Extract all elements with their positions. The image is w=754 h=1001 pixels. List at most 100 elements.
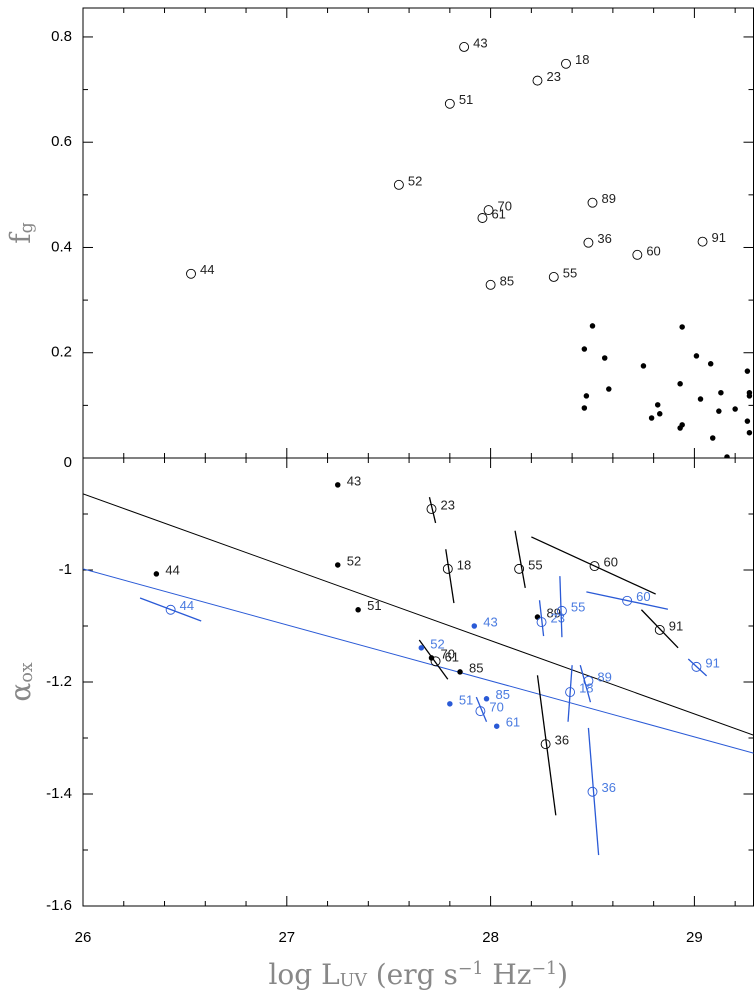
axis-title-part: ) bbox=[557, 958, 568, 991]
point bbox=[477, 213, 488, 223]
point-label: 52 bbox=[408, 173, 422, 188]
axis-title-part: α bbox=[4, 683, 37, 702]
point bbox=[589, 323, 596, 329]
point bbox=[587, 786, 598, 797]
error-bar bbox=[139, 597, 202, 622]
error-bar bbox=[445, 549, 455, 604]
point-label: 89 bbox=[601, 191, 615, 206]
point bbox=[601, 355, 608, 361]
point bbox=[746, 429, 753, 436]
point bbox=[697, 396, 704, 402]
point-label: 55 bbox=[563, 265, 577, 280]
point-label: 43 bbox=[483, 614, 497, 629]
point-label: 52 bbox=[430, 636, 444, 651]
point bbox=[732, 406, 738, 412]
point bbox=[589, 561, 600, 572]
axis-title-part: −1 bbox=[532, 959, 558, 979]
point-label: 85 bbox=[496, 687, 510, 702]
point bbox=[583, 237, 594, 248]
y-tick-label: -1 bbox=[59, 561, 72, 578]
point bbox=[483, 696, 490, 702]
point-label: 55 bbox=[571, 599, 585, 614]
point bbox=[744, 418, 751, 424]
point-label: 85 bbox=[469, 660, 483, 675]
axis-title-part: Hz bbox=[483, 958, 531, 991]
point bbox=[583, 393, 590, 399]
point-label: 43 bbox=[473, 35, 487, 50]
point bbox=[587, 197, 598, 208]
point bbox=[536, 617, 547, 628]
point-label: 52 bbox=[347, 553, 361, 568]
point bbox=[457, 669, 463, 675]
point bbox=[459, 41, 470, 52]
point-label: 44 bbox=[165, 562, 179, 577]
point bbox=[444, 98, 455, 109]
point bbox=[581, 346, 588, 352]
point bbox=[648, 415, 655, 421]
axis-title-part: log L bbox=[268, 958, 339, 991]
point-label: 55 bbox=[528, 557, 542, 572]
axis-title-part: (erg s bbox=[367, 958, 458, 991]
error-bar bbox=[475, 696, 488, 723]
point bbox=[640, 363, 647, 369]
point bbox=[393, 179, 404, 190]
point bbox=[622, 595, 633, 606]
point-label: 23 bbox=[546, 69, 560, 84]
point-label: 91 bbox=[669, 618, 683, 633]
error-bar bbox=[428, 497, 437, 524]
axis-title-part: −1 bbox=[458, 959, 484, 979]
error-bar bbox=[536, 675, 557, 816]
fit-line bbox=[83, 493, 754, 736]
axis-title: fg bbox=[4, 222, 37, 244]
point-label: 61 bbox=[445, 650, 459, 665]
y-tick-label: -1.6 bbox=[46, 897, 72, 914]
point bbox=[334, 562, 341, 568]
point bbox=[697, 236, 708, 247]
point-label: 44 bbox=[180, 598, 194, 613]
point-label: 89 bbox=[597, 669, 611, 684]
point bbox=[632, 249, 643, 260]
point-label: 23 bbox=[440, 497, 454, 512]
point-label: 51 bbox=[459, 692, 473, 707]
point-label: 60 bbox=[636, 589, 650, 604]
point bbox=[153, 571, 160, 577]
point bbox=[583, 675, 594, 686]
axis-title-part: g bbox=[17, 222, 37, 233]
point bbox=[724, 454, 730, 458]
point bbox=[540, 739, 551, 750]
axis-title: αox bbox=[4, 662, 37, 701]
error-bar bbox=[587, 727, 600, 856]
y-tick-label: 0.2 bbox=[51, 344, 72, 361]
point-label: 61 bbox=[506, 715, 520, 730]
point bbox=[548, 271, 559, 282]
y-tick-label: 0.6 bbox=[51, 133, 72, 150]
x-tick-label: 29 bbox=[686, 929, 703, 946]
point-label: 51 bbox=[367, 598, 381, 613]
point bbox=[746, 393, 753, 399]
point bbox=[442, 563, 453, 574]
point bbox=[657, 411, 663, 417]
point-label: 36 bbox=[597, 231, 611, 246]
x-tick-label: 26 bbox=[75, 929, 92, 946]
point bbox=[691, 661, 702, 672]
error-bar bbox=[579, 665, 592, 703]
point bbox=[565, 687, 576, 698]
point bbox=[561, 58, 571, 69]
point bbox=[514, 563, 525, 574]
point bbox=[334, 482, 341, 488]
panel-frame bbox=[82, 457, 754, 907]
point-label: 91 bbox=[712, 230, 726, 245]
point bbox=[532, 75, 543, 86]
point bbox=[475, 706, 486, 717]
x-tick-label: 28 bbox=[482, 929, 499, 946]
point-label: 70 bbox=[498, 199, 512, 214]
point bbox=[677, 381, 683, 387]
error-bar bbox=[586, 591, 669, 610]
point bbox=[709, 435, 716, 441]
point bbox=[707, 361, 714, 367]
point bbox=[493, 723, 500, 729]
point-label: 18 bbox=[457, 557, 471, 572]
